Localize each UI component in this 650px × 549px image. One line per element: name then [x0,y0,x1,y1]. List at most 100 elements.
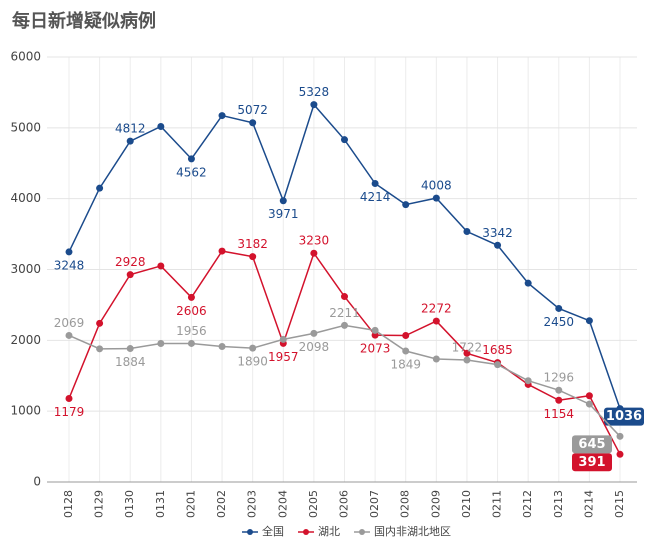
value-label: 1884 [115,355,146,369]
data-point [463,356,471,364]
x-tick-label: 0212 [521,490,534,518]
value-label: 5072 [237,103,268,117]
data-point [249,344,257,352]
value-label: 1296 [544,371,575,385]
legend-item: 全国 [242,524,284,538]
data-point [96,319,104,327]
value-label: 1849 [390,358,421,372]
data-point [524,279,532,287]
data-point [585,392,593,400]
value-label: 1179 [54,405,85,419]
chart-title: 每日新增疑似病例 [12,10,156,32]
legend-label: 湖北 [318,525,340,538]
data-point [126,137,134,145]
data-point [310,101,318,109]
data-point [402,332,410,340]
data-point [463,349,471,357]
data-point [371,180,379,188]
data-point [371,326,379,334]
data-point [65,394,73,402]
data-point [341,321,348,329]
data-point [249,253,257,261]
x-tick-label: 0205 [307,490,320,518]
value-label: 1685 [482,343,513,357]
x-tick-label: 0129 [93,490,106,518]
x-tick-label: 0128 [62,490,75,518]
y-tick-label: 4000 [10,191,41,205]
x-tick-label: 0206 [338,490,351,518]
y-tick-label: 0 [33,475,41,489]
x-tick-label: 0210 [460,490,473,518]
x-tick-label: 0211 [491,490,504,518]
x-tick-label: 0203 [246,490,259,518]
legend-item: 湖北 [298,525,340,538]
value-label: 3971 [268,207,299,221]
data-point [555,386,563,394]
x-tick-label: 0209 [429,490,442,518]
data-point [279,197,287,205]
data-point [65,331,73,339]
x-tick-label: 0213 [552,490,565,518]
data-point [616,450,624,458]
x-tick-label: 0208 [399,490,412,518]
value-label: 1957 [268,350,299,364]
data-point [96,184,104,192]
value-label: 4812 [115,122,146,136]
data-point [218,247,226,255]
value-label: 2450 [544,315,575,329]
value-label: 2928 [115,255,146,269]
data-point [524,377,532,385]
value-label: 4008 [421,179,452,193]
value-label: 1154 [544,407,575,421]
x-tick-label: 0204 [276,490,289,518]
data-point [494,361,502,369]
data-point [616,432,624,440]
data-point [585,400,593,408]
data-point [432,355,440,363]
data-point [157,340,165,348]
data-point [310,329,318,337]
value-label: 3342 [482,226,513,240]
data-point [218,342,226,350]
value-label: 1036 [606,409,642,424]
value-label: 2211 [329,306,360,320]
data-point [279,335,287,343]
value-label: 4562 [176,165,207,179]
label-box [604,407,644,426]
value-label: 2069 [54,316,85,330]
legend-swatch [303,529,309,535]
value-label: 2073 [360,342,391,356]
data-point [96,345,104,353]
x-tick-label: 0130 [123,490,136,518]
data-point [432,194,440,202]
data-point [218,112,226,120]
data-point [371,331,379,339]
data-point [187,293,195,301]
y-tick-label: 2000 [10,333,41,347]
value-label: 4214 [360,190,391,204]
data-point [126,345,134,353]
data-point [402,201,410,209]
data-point [555,396,563,404]
data-point [341,136,348,144]
x-tick-label: 0207 [368,490,381,518]
data-point [187,339,195,347]
data-point [402,347,410,355]
value-label: 2606 [176,304,207,318]
legend-label: 国内非湖北地区 [374,524,451,538]
data-point [432,317,440,325]
data-point [463,228,471,236]
data-point [65,248,73,256]
data-point [585,317,593,325]
x-tick-label: 0202 [215,490,228,518]
value-label: 3248 [54,258,85,272]
value-label: 2098 [299,340,330,354]
value-label: 3182 [237,237,268,251]
legend-swatch [359,529,365,535]
value-label: 3230 [299,234,330,248]
x-tick-label: 0215 [613,490,626,518]
x-tick-label: 0214 [582,490,595,518]
data-point [249,119,257,127]
x-tick-label: 0201 [184,490,197,518]
